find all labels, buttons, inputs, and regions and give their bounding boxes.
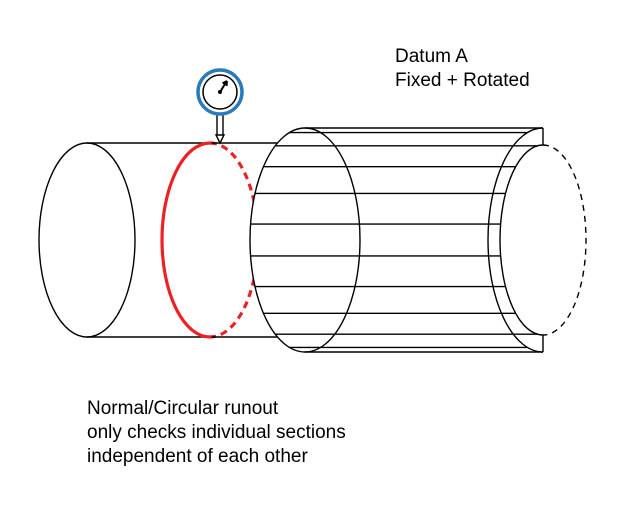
caption-line2: only checks individual sections <box>87 422 346 444</box>
datum-label-line1: Datum A <box>395 46 468 68</box>
right-outer-front <box>488 128 543 352</box>
caption-line1: Normal/Circular runout <box>87 398 278 420</box>
caption-line3: independent of each other <box>87 446 308 468</box>
gauge-tip <box>216 135 224 143</box>
datum-label-line2: Fixed + Rotated <box>395 70 530 92</box>
red-slice-front <box>162 143 210 337</box>
right-inner-back <box>543 145 586 335</box>
left-cyl-endcap <box>39 143 135 337</box>
right-inner-front <box>500 145 543 335</box>
right-face-fill <box>250 128 360 352</box>
